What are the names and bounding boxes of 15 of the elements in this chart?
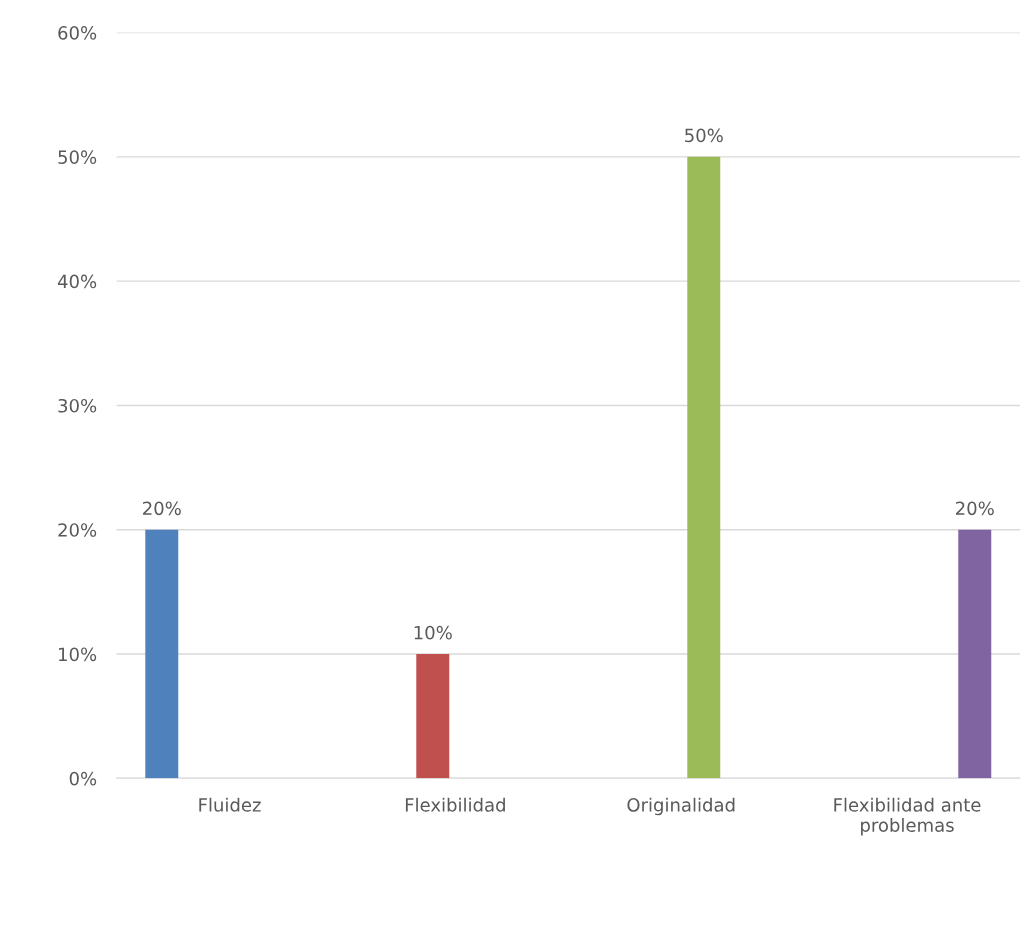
y-tick-label: 30% bbox=[58, 398, 97, 413]
x-tick-label: Originalidad bbox=[627, 797, 735, 816]
y-tick-label: 50% bbox=[58, 150, 97, 164]
x-tick-label: Flexibilidad ante problemas bbox=[834, 797, 981, 836]
y-tick-label: 10% bbox=[59, 647, 97, 662]
y-tick-label: 40% bbox=[57, 274, 97, 289]
x-tick-label: Fluidez bbox=[199, 797, 261, 812]
y-tick-label: 20% bbox=[58, 523, 97, 537]
data-label: 50% bbox=[685, 128, 723, 143]
data-label: 20% bbox=[956, 501, 994, 516]
y-tick-label: 0% bbox=[69, 771, 97, 786]
data-label: 10% bbox=[414, 625, 452, 640]
x-tick-label: Flexibilidad bbox=[405, 797, 505, 812]
y-tick-label: 60% bbox=[58, 26, 97, 40]
data-label: 20% bbox=[143, 501, 181, 516]
